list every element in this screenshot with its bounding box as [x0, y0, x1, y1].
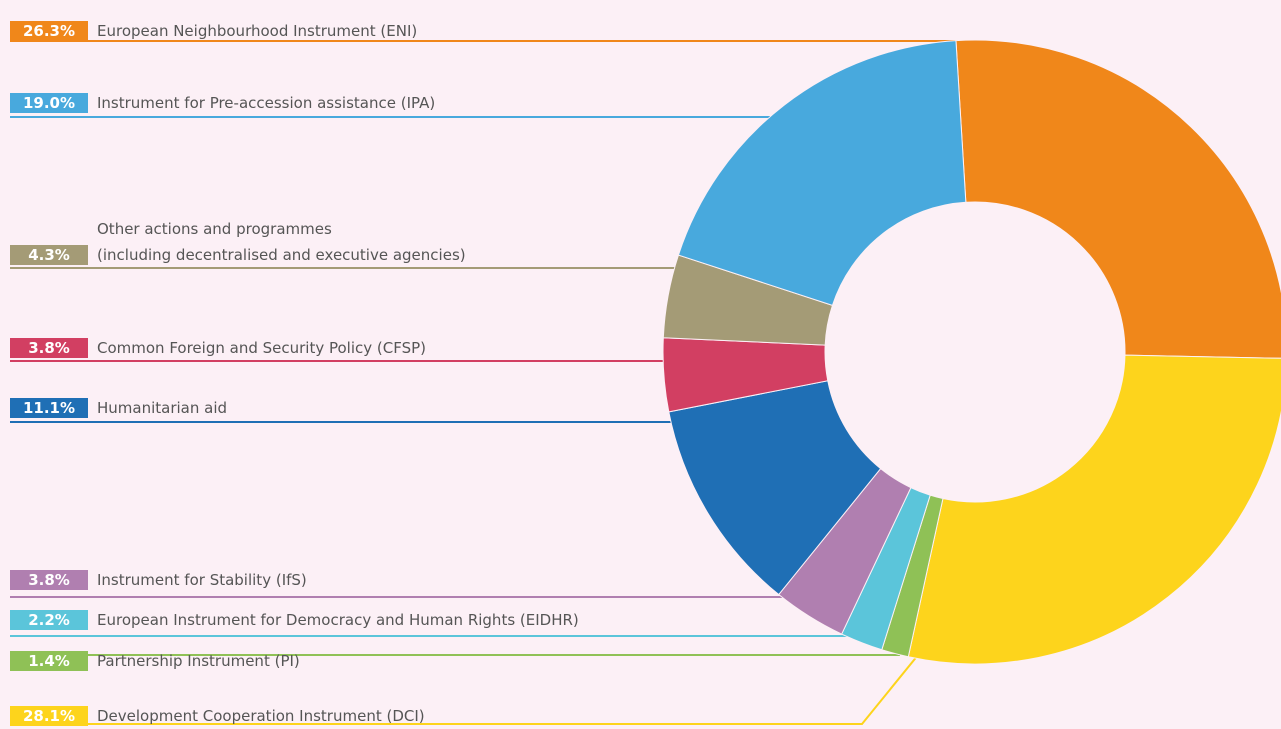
value-label: 2.2% [10, 610, 88, 630]
value-label: 3.8% [10, 338, 88, 358]
category-label: Instrument for Pre-accession assistance … [97, 94, 436, 112]
donut-slice [907, 354, 1281, 665]
category-label: Instrument for Stability (IfS) [97, 571, 307, 589]
donut-slice [677, 40, 967, 307]
category-label: Development Cooperation Instrument (DCI) [97, 707, 425, 725]
value-label: 1.4% [10, 651, 88, 671]
category-label: European Instrument for Democracy and Hu… [97, 611, 579, 629]
category-label: Other actions and programmes (including … [97, 220, 466, 264]
leader-line [10, 627, 941, 725]
category-label: European Neighbourhood Instrument (ENI) [97, 22, 418, 40]
value-label: 28.1% [10, 706, 88, 726]
category-label: Partnership Instrument (PI) [97, 652, 300, 670]
value-label: 26.3% [10, 21, 88, 41]
value-label: 3.8% [10, 570, 88, 590]
value-label: 11.1% [10, 398, 88, 418]
category-label: Common Foreign and Security Policy (CFSP… [97, 339, 427, 357]
donut-slice [955, 39, 1281, 359]
value-label: 4.3% [10, 245, 88, 265]
value-label: 19.0% [10, 93, 88, 113]
category-label: Humanitarian aid [97, 399, 228, 417]
